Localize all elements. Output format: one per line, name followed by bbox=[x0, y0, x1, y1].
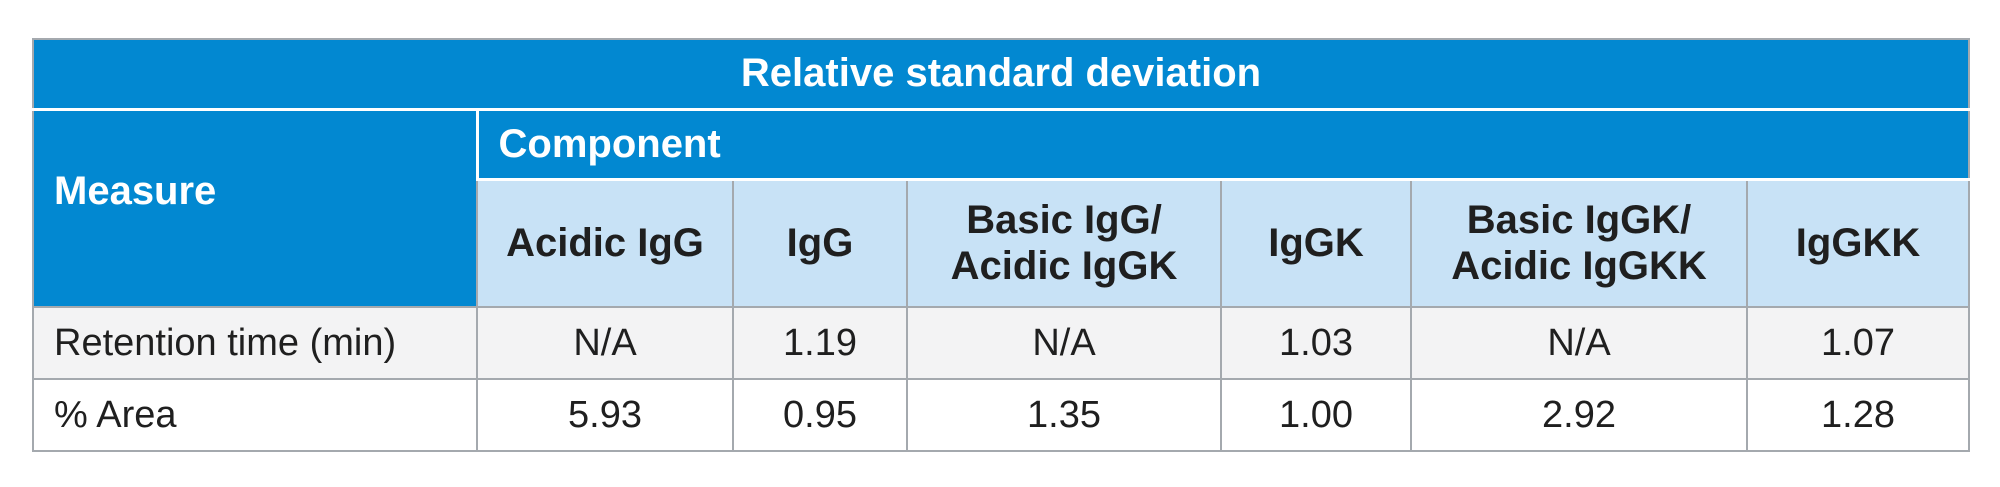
table-cell: 1.07 bbox=[1746, 306, 1970, 380]
measure-header: Measure bbox=[32, 108, 478, 308]
table-cell: 1.19 bbox=[732, 306, 908, 380]
row-label: % Area bbox=[32, 378, 478, 452]
table-cell: 0.95 bbox=[732, 378, 908, 452]
column-header-basic-iggk-acidic-iggkk: Basic IgGK/Acidic IgGKK bbox=[1410, 178, 1748, 308]
column-header-igg: IgG bbox=[732, 178, 908, 308]
table-cell: 1.03 bbox=[1220, 306, 1412, 380]
table-title: Relative standard deviation bbox=[32, 38, 1970, 111]
component-header: Component bbox=[475, 108, 1970, 181]
column-header-basic-igg-acidic-iggk: Basic IgG/Acidic IgGK bbox=[906, 178, 1222, 308]
component-header-row: Measure Component bbox=[32, 108, 1970, 308]
column-header-iggkk: IgGKK bbox=[1746, 178, 1970, 308]
table-cell: 2.92 bbox=[1410, 378, 1748, 452]
column-header-row: Acidic IgG IgG Basic IgG/Acidic IgGK IgG… bbox=[33, 178, 1970, 308]
row-label: Retention time (min) bbox=[32, 306, 478, 380]
table-cell: N/A bbox=[1410, 306, 1748, 380]
table-row-retention-time: Retention time (min) N/A 1.19 N/A 1.03 N… bbox=[32, 306, 1970, 380]
column-header-iggk: IgGK bbox=[1220, 178, 1412, 308]
table-cell: 1.28 bbox=[1746, 378, 1970, 452]
table-cell: 1.00 bbox=[1220, 378, 1412, 452]
column-header-acidic-igg: Acidic IgG bbox=[476, 178, 734, 308]
table-cell: 5.93 bbox=[476, 378, 734, 452]
title-row: Relative standard deviation bbox=[32, 38, 1970, 111]
table-row-percent-area: % Area 5.93 0.95 1.35 1.00 2.92 1.28 bbox=[32, 378, 1970, 452]
table-cell: N/A bbox=[476, 306, 734, 380]
table-cell: N/A bbox=[906, 306, 1222, 380]
table-cell: 1.35 bbox=[906, 378, 1222, 452]
rsd-table: Relative standard deviation Measure Comp… bbox=[32, 38, 1970, 452]
